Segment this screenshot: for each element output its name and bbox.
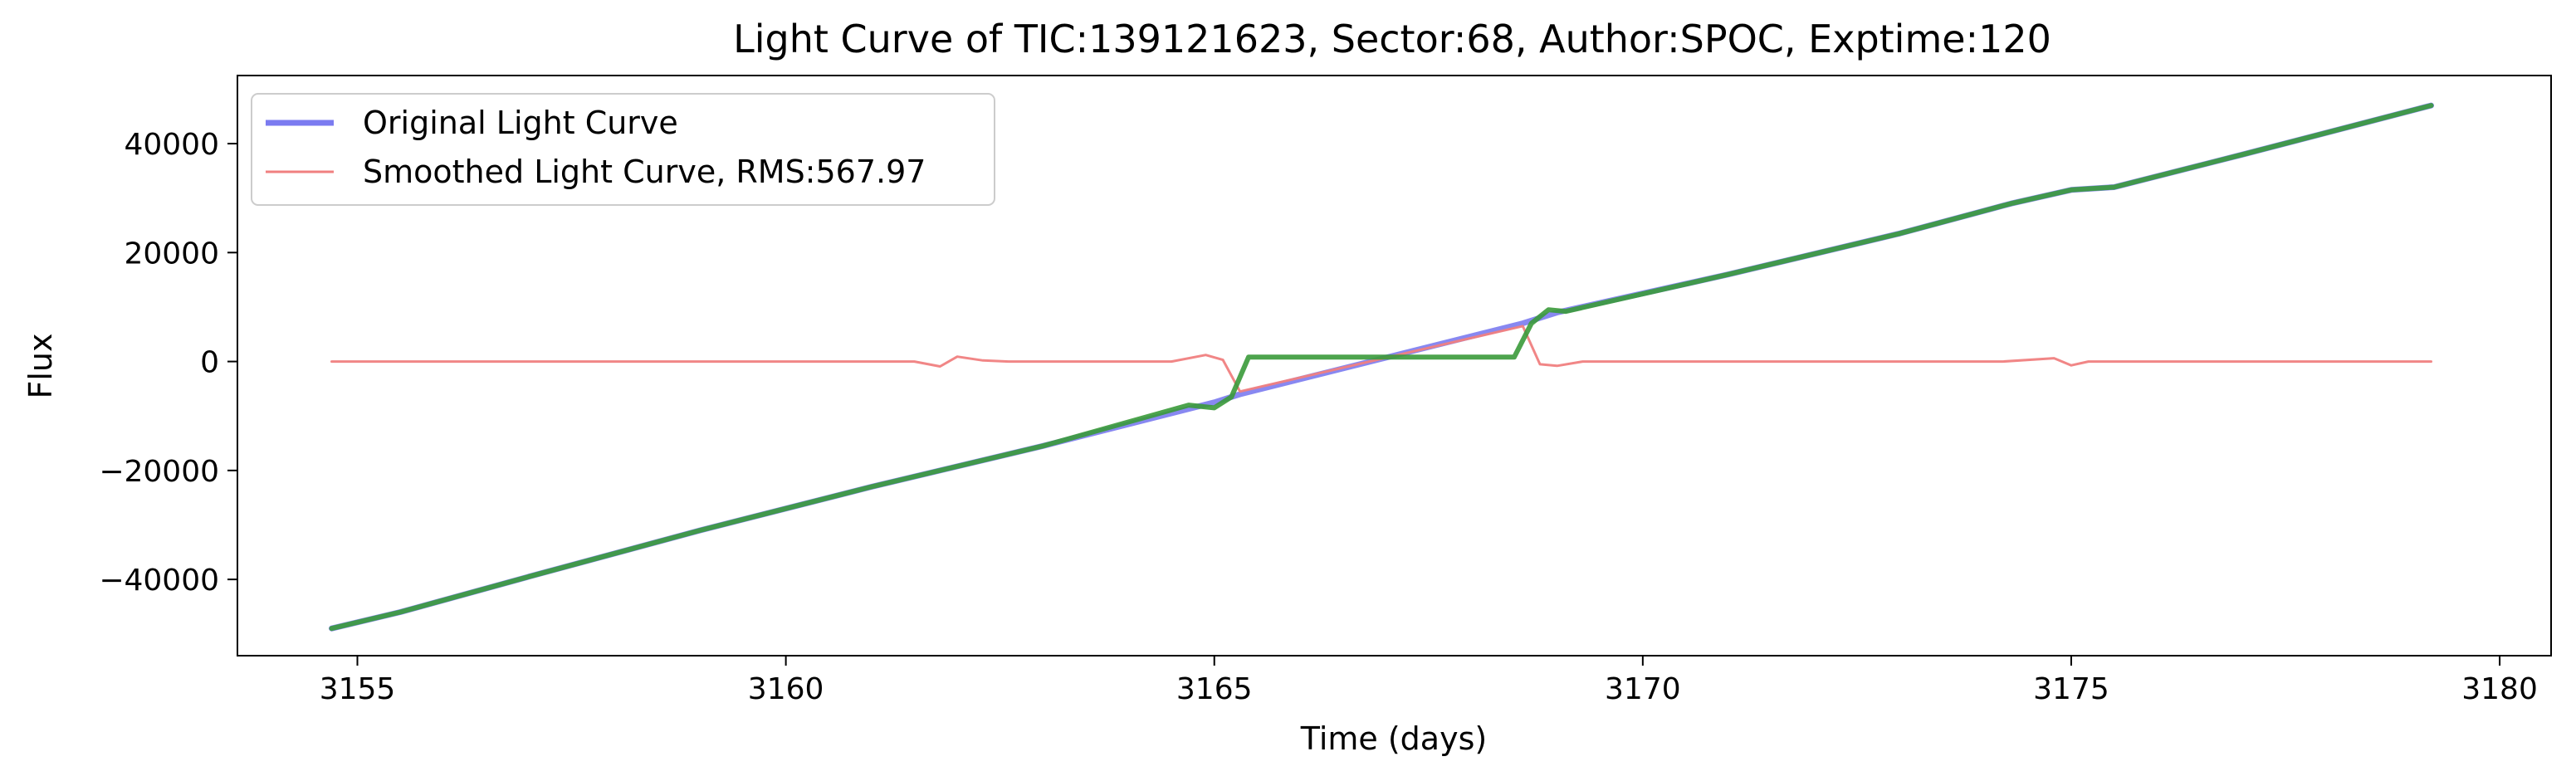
x-tick-label: 3165	[1176, 672, 1253, 706]
series-green-curve	[329, 103, 2434, 632]
legend-box	[251, 93, 995, 206]
axes-ticks: 3155 3160 3165 3170 3175 3180 −40000 −20000 0 200…	[99, 128, 2538, 706]
y-axis-label: Flux	[22, 334, 59, 399]
plot-frame	[237, 75, 2552, 657]
y-tick-label: 20000	[124, 237, 219, 271]
y-tick-label: −40000	[99, 564, 219, 598]
legend-label-smoothed: Smoothed Light Curve, RMS:567.97	[363, 154, 926, 190]
series-smoothed-light-curve	[330, 325, 2432, 393]
x-tick-label: 3170	[1605, 672, 1681, 706]
x-axis-label: Time (days)	[1300, 720, 1487, 757]
legend-label-original: Original Light Curve	[363, 105, 678, 141]
x-tick-label: 3175	[2033, 672, 2109, 706]
x-tick-label: 3180	[2461, 672, 2538, 706]
legend: Original Light Curve Smoothed Light Curv…	[251, 93, 995, 206]
y-tick-label: 0	[200, 346, 219, 380]
y-tick-label: 40000	[124, 128, 219, 162]
x-tick-label: 3160	[748, 672, 824, 706]
x-tick-label: 3155	[320, 672, 396, 706]
y-tick-label: −20000	[99, 455, 219, 489]
chart-title: Light Curve of TIC:139121623, Sector:68,…	[733, 17, 2051, 61]
plot-area	[329, 102, 2434, 632]
